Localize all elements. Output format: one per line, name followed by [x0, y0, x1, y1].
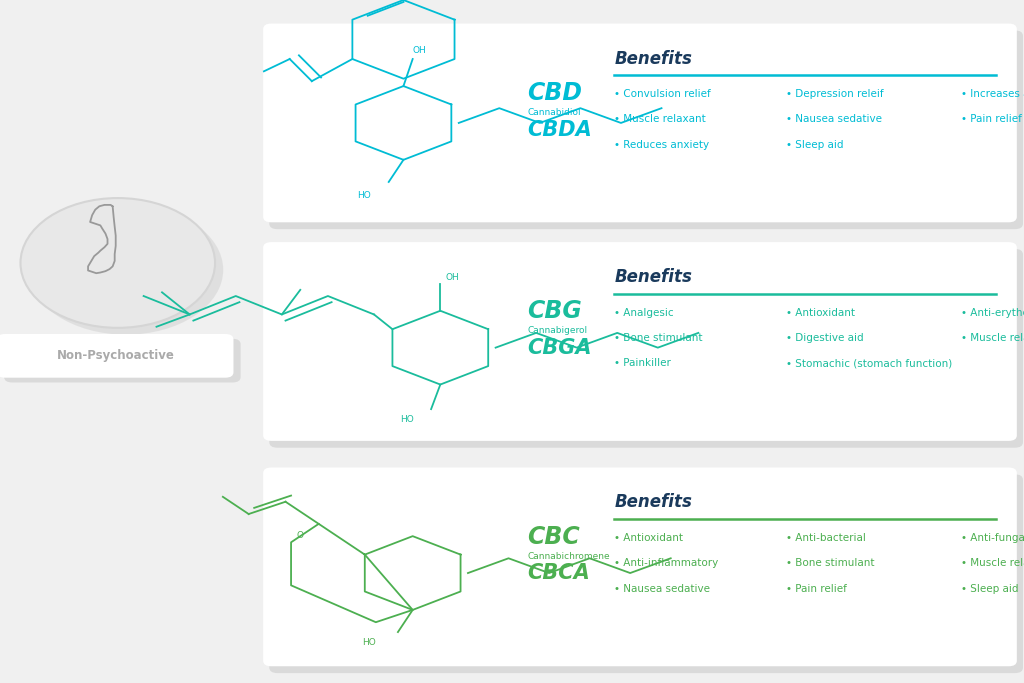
Text: CBC: CBC [527, 525, 581, 548]
Text: • Increases appetite: • Increases appetite [961, 89, 1024, 99]
Circle shape [20, 198, 215, 328]
Text: • Antioxidant: • Antioxidant [614, 533, 683, 543]
Text: Cannabichromene: Cannabichromene [527, 552, 610, 561]
Text: • Bone stimulant: • Bone stimulant [786, 559, 874, 568]
FancyBboxPatch shape [263, 24, 1017, 223]
Text: • Nausea sedative: • Nausea sedative [614, 583, 711, 594]
Text: • Pain relief: • Pain relief [786, 583, 847, 594]
Text: • Bone stimulant: • Bone stimulant [614, 333, 702, 343]
FancyBboxPatch shape [269, 474, 1023, 673]
Text: • Nausea sedative: • Nausea sedative [786, 114, 883, 124]
FancyBboxPatch shape [4, 339, 241, 382]
Text: CBCA: CBCA [527, 563, 590, 583]
Text: • Stomachic (stomach function): • Stomachic (stomach function) [786, 359, 952, 368]
Text: Cannabigerol: Cannabigerol [527, 326, 588, 335]
Text: • Reduces anxiety: • Reduces anxiety [614, 140, 710, 150]
Text: • Digestive aid: • Digestive aid [786, 333, 864, 343]
Text: CBGA: CBGA [527, 338, 592, 358]
Text: OH: OH [413, 46, 426, 55]
Text: • Convulsion relief: • Convulsion relief [614, 89, 711, 99]
Text: Benefits: Benefits [614, 268, 692, 286]
Text: Cannabidiol: Cannabidiol [527, 108, 581, 117]
FancyBboxPatch shape [269, 249, 1023, 448]
Circle shape [29, 205, 223, 335]
Text: Benefits: Benefits [614, 493, 692, 512]
Text: HO: HO [357, 191, 371, 199]
Text: HO: HO [362, 638, 376, 647]
Text: • Sleep aid: • Sleep aid [961, 583, 1018, 594]
Text: • Pain relief: • Pain relief [961, 114, 1021, 124]
Text: • Depression releif: • Depression releif [786, 89, 884, 99]
FancyBboxPatch shape [0, 334, 233, 378]
Text: • Anti-fungal: • Anti-fungal [961, 533, 1024, 543]
Text: CBDA: CBDA [527, 120, 592, 139]
Text: O: O [297, 531, 304, 540]
Text: CBD: CBD [527, 81, 583, 104]
Text: OH: OH [445, 273, 460, 283]
Text: HO: HO [399, 415, 414, 424]
Text: Benefits: Benefits [614, 50, 692, 68]
Text: • Muscle relaxant: • Muscle relaxant [961, 333, 1024, 343]
Text: • Sleep aid: • Sleep aid [786, 140, 844, 150]
Text: • Muscle relaxant: • Muscle relaxant [614, 114, 707, 124]
Text: • Anti-erythemic: • Anti-erythemic [961, 308, 1024, 318]
Text: • Antioxidant: • Antioxidant [786, 308, 855, 318]
Text: • Analgesic: • Analgesic [614, 308, 674, 318]
Text: • Muscle relaxant: • Muscle relaxant [961, 559, 1024, 568]
Text: Non-Psychoactive: Non-Psychoactive [56, 349, 175, 363]
Text: • Anti-inflammatory: • Anti-inflammatory [614, 559, 719, 568]
FancyBboxPatch shape [263, 467, 1017, 667]
Text: • Anti-bacterial: • Anti-bacterial [786, 533, 866, 543]
FancyBboxPatch shape [269, 30, 1023, 229]
FancyBboxPatch shape [263, 242, 1017, 441]
Text: CBG: CBG [527, 299, 582, 323]
Text: • Painkiller: • Painkiller [614, 359, 672, 368]
